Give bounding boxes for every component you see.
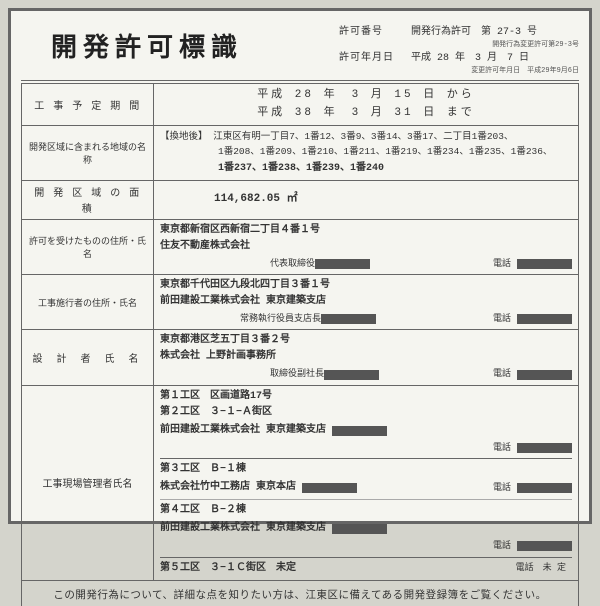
- row-period: 工 事 予 定 期 間 平成 28 年 3 月 15 日 から 平成 38 年 …: [22, 84, 579, 126]
- tel-label: 電話: [493, 539, 511, 553]
- manager-label: 工事現場管理者氏名: [22, 385, 154, 580]
- permittee-name: 住友不動産株式会社: [160, 239, 572, 255]
- contractor-label: 工事施行者の住所・氏名: [22, 274, 154, 329]
- mgr-sec1a: 第１工区 区画道路17号: [160, 389, 572, 405]
- redacted-box: [302, 483, 357, 493]
- designer-name: 株式会社 上野計画事務所: [160, 349, 572, 365]
- tel-label: 電話: [493, 367, 511, 381]
- permit-no-value: 開発行為許可 第 27-3 号: [411, 25, 537, 40]
- contractor-content: 東京都千代田区九段北四丁目３番１号 前田建設工業株式会社 東京建築支店 常務執行…: [154, 274, 579, 329]
- permittee-role: 代表取締役: [270, 257, 315, 271]
- contractor-role: 常務執行役員支店長: [240, 312, 321, 326]
- period-to: 平成 38 年 3 月 31 日 まで: [160, 105, 572, 123]
- footer-note: この開発行為について、詳細な点を知りたい方は、江東区に備えてある開発登録簿をご覧…: [21, 581, 579, 606]
- mgr-sec2a: 第３工区 Ｂ−１棟: [160, 462, 572, 478]
- row-permittee: 許可を受けたものの住所・氏名 東京都新宿区西新宿二丁目４番１号 住友不動産株式会…: [22, 219, 579, 274]
- manager-content: 第１工区 区画道路17号 第２工区 ３−１−Ａ街区 前田建設工業株式会社 東京建…: [154, 385, 579, 580]
- designer-addr: 東京都港区芝五丁目３番２号: [160, 333, 572, 349]
- tel-label: 電話: [493, 481, 511, 495]
- mgr-sec3a: 第４工区 Ｂ−２棟: [160, 503, 572, 519]
- tel-label-undecided: 電話 未 定: [516, 561, 566, 575]
- permit-date-value: 平成 28 年 3 月 7 日: [411, 51, 529, 66]
- mgr-sec2b: 株式会社竹中工務店 東京本店: [160, 480, 296, 496]
- mgr-sec3b: 前田建設工業株式会社 東京建築支店: [160, 521, 326, 537]
- contractor-addr: 東京都千代田区九段北四丁目３番１号: [160, 278, 572, 294]
- designer-role: 取締役副社長: [270, 367, 324, 381]
- row-manager: 工事現場管理者氏名 第１工区 区画道路17号 第２工区 ３−１−Ａ街区 前田建設…: [22, 385, 579, 580]
- redacted-box: [332, 426, 387, 436]
- region-line3: 1番237、1番238、1番239、1番240: [218, 163, 384, 174]
- designer-label: 設 計 者 氏 名: [22, 330, 154, 385]
- permit-sign-board: 開発許可標識 許可番号 開発行為許可 第 27-3 号 開発行為変更許可第29-…: [8, 8, 592, 524]
- region-prefix: 【換地後】: [160, 131, 208, 142]
- redacted-box: [517, 259, 572, 269]
- area-label: 開 発 区 域 の 面 積: [22, 180, 154, 219]
- header-meta: 許可番号 開発行為許可 第 27-3 号 開発行為変更許可第29-3号 許可年月…: [339, 17, 579, 76]
- row-area: 開 発 区 域 の 面 積 114,682.05 ㎡: [22, 180, 579, 219]
- contractor-name: 前田建設工業株式会社 東京建築支店: [160, 294, 572, 310]
- permittee-content: 東京都新宿区西新宿二丁目４番１号 住友不動産株式会社 代表取締役 電話: [154, 219, 579, 274]
- header: 開発許可標識 許可番号 開発行為許可 第 27-3 号 開発行為変更許可第29-…: [21, 17, 579, 81]
- mgr-sec1c: 前田建設工業株式会社 東京建築支店: [160, 423, 326, 439]
- redacted-box: [517, 370, 572, 380]
- region-label: 開発区域に含まれる地域の名称: [22, 126, 154, 180]
- region-line2: 1番208、1番209、1番210、1番211、1番219、1番234、1番23…: [218, 146, 552, 157]
- permit-no-label: 許可番号: [339, 25, 411, 40]
- redacted-box: [332, 524, 387, 534]
- permit-no-sub: 開発行為変更許可第29-3号: [339, 40, 579, 51]
- designer-content: 東京都港区芝五丁目３番２号 株式会社 上野計画事務所 取締役副社長 電話: [154, 330, 579, 385]
- tel-label: 電話: [493, 312, 511, 326]
- sign-title: 開発許可標識: [21, 17, 339, 76]
- row-region: 開発区域に含まれる地域の名称 【換地後】 江東区有明一丁目7、1番12、3番9、…: [22, 126, 579, 180]
- row-contractor: 工事施行者の住所・氏名 東京都千代田区九段北四丁目３番１号 前田建設工業株式会社…: [22, 274, 579, 329]
- tel-label: 電話: [493, 441, 511, 455]
- permit-date-sub: 変更許可年月日 平成29年9月6日: [339, 66, 579, 77]
- row-designer: 設 計 者 氏 名 東京都港区芝五丁目３番２号 株式会社 上野計画事務所 取締役…: [22, 330, 579, 385]
- info-table: 工 事 予 定 期 間 平成 28 年 3 月 15 日 から 平成 38 年 …: [21, 83, 579, 581]
- redacted-box: [517, 314, 572, 324]
- tel-label: 電話: [493, 257, 511, 271]
- period-label: 工 事 予 定 期 間: [22, 84, 154, 126]
- redacted-box: [321, 314, 376, 324]
- permittee-label: 許可を受けたものの住所・氏名: [22, 219, 154, 274]
- area-value: 114,682.05 ㎡: [154, 180, 579, 219]
- redacted-box: [517, 483, 572, 493]
- redacted-box: [324, 370, 379, 380]
- mgr-sec1b: 第２工区 ３−１−Ａ街区: [160, 405, 572, 421]
- mgr-sec4a: 第５工区 ３−１Ｃ街区 未定: [160, 561, 296, 577]
- permittee-addr: 東京都新宿区西新宿二丁目４番１号: [160, 223, 572, 239]
- redacted-box: [517, 443, 572, 453]
- period-content: 平成 28 年 3 月 15 日 から 平成 38 年 3 月 31 日 まで: [154, 84, 579, 126]
- period-from: 平成 28 年 3 月 15 日 から: [160, 87, 572, 105]
- region-line1: 江東区有明一丁目7、1番12、3番9、3番14、3番17、二丁目1番203、: [213, 131, 513, 142]
- redacted-box: [517, 541, 572, 551]
- permit-date-label: 許可年月日: [339, 51, 411, 66]
- region-content: 【換地後】 江東区有明一丁目7、1番12、3番9、3番14、3番17、二丁目1番…: [154, 126, 579, 180]
- redacted-box: [315, 259, 370, 269]
